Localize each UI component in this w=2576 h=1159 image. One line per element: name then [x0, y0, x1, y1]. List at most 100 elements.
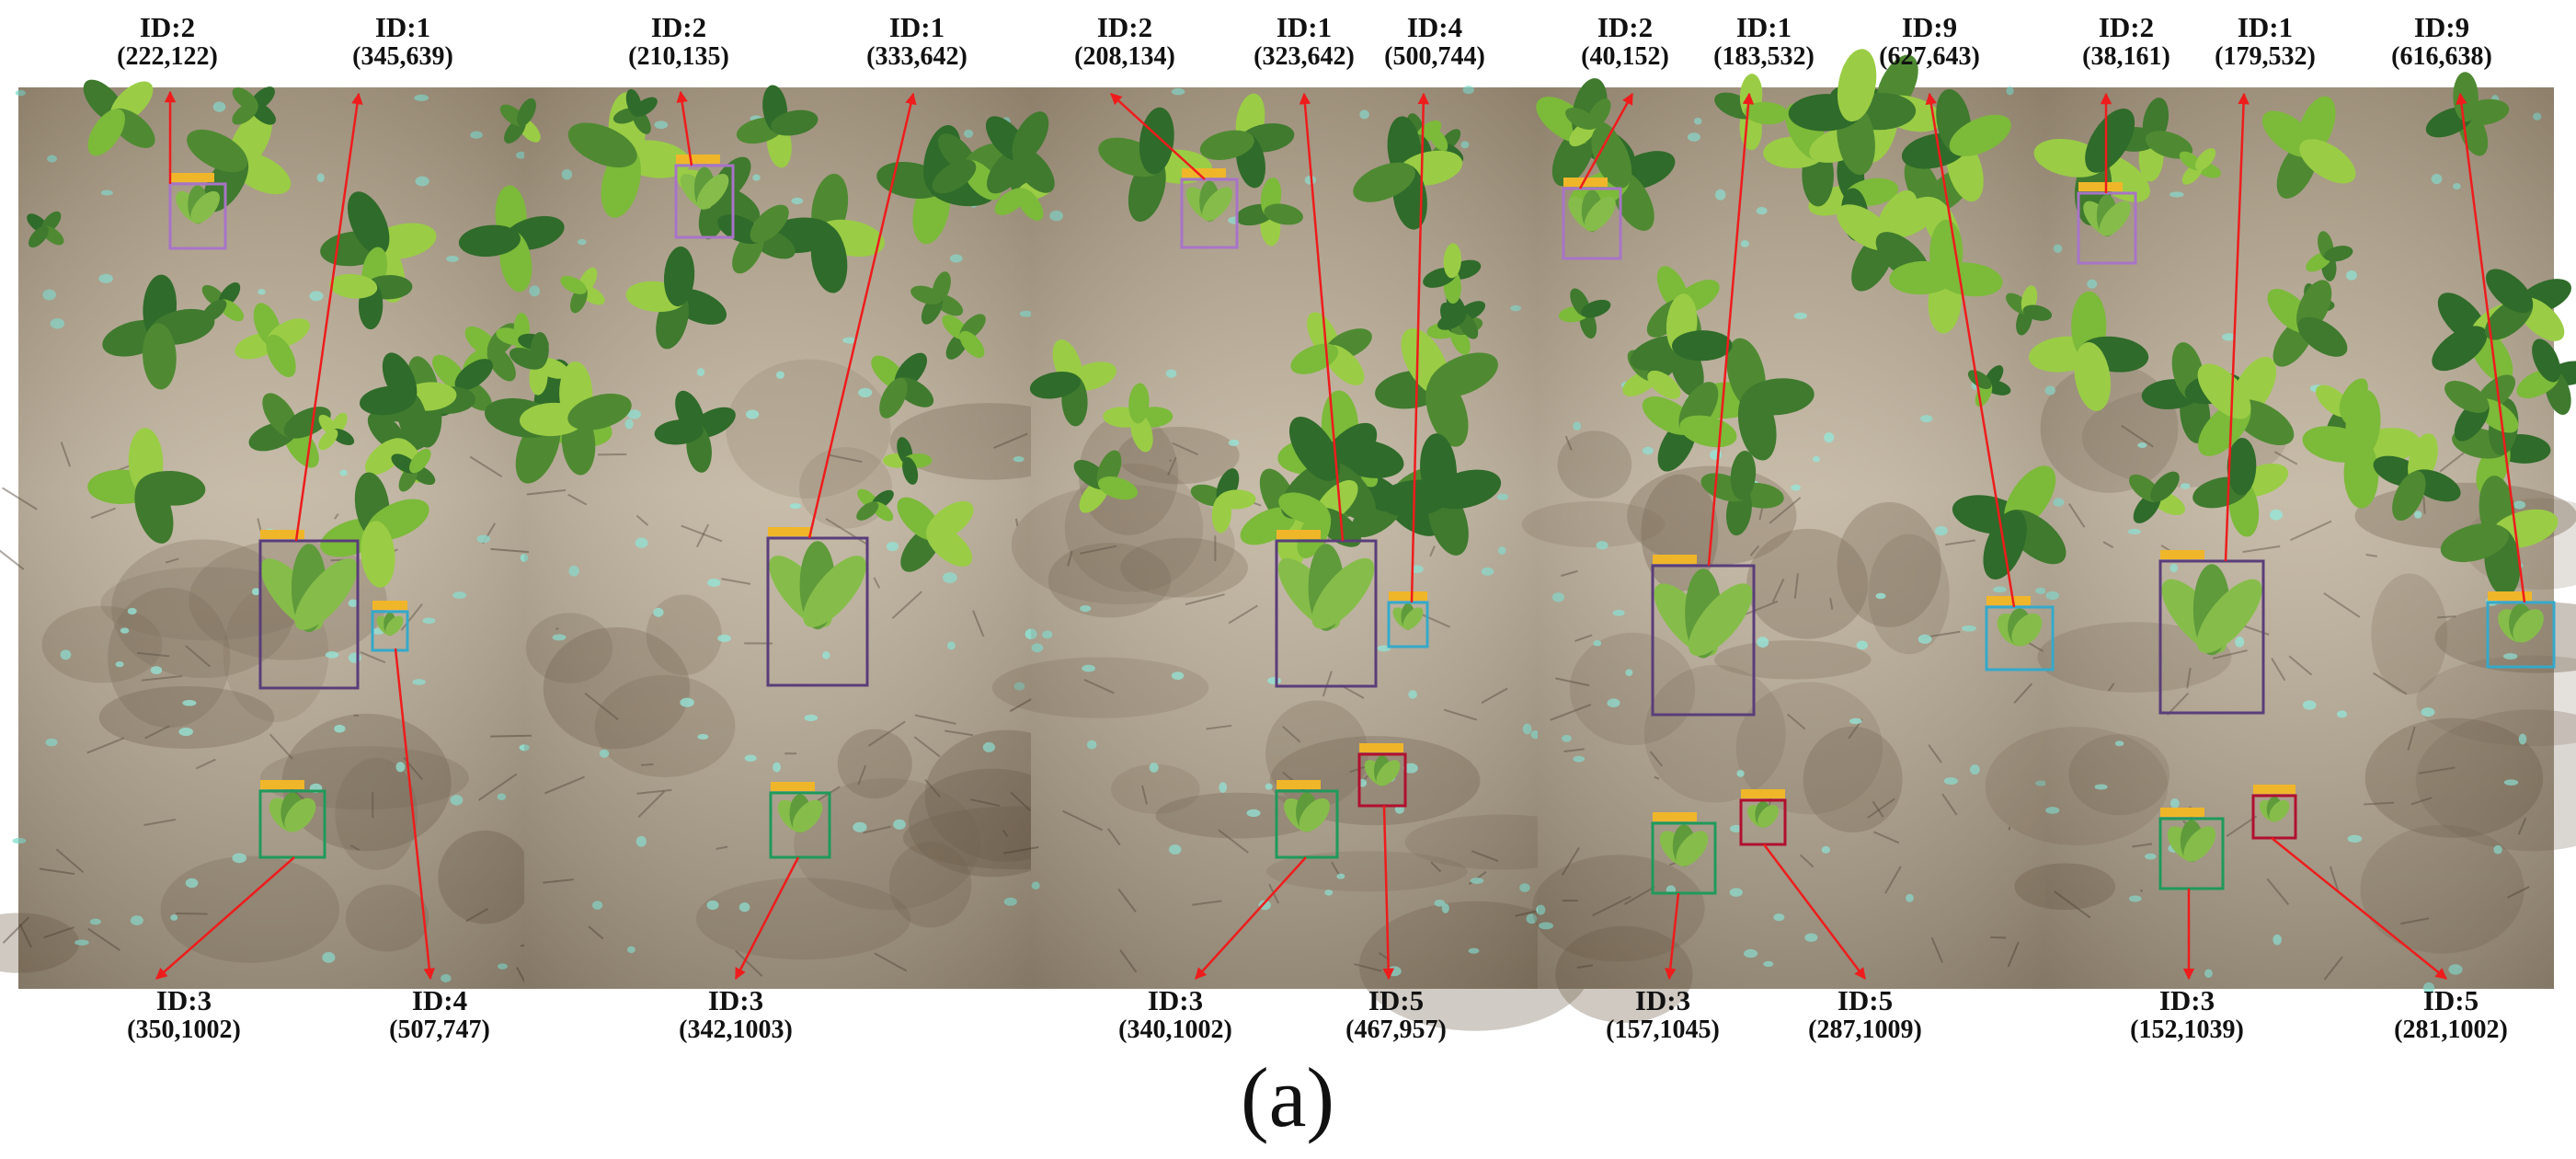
- leaf: [696, 173, 729, 210]
- detection-box: [2158, 817, 2225, 890]
- leaf-cluster: [509, 331, 569, 396]
- track-coordinate: (208,134): [1074, 41, 1175, 71]
- pointer-arrow: [676, 90, 693, 166]
- track-id: ID:1: [374, 11, 431, 43]
- leaf-cluster: [1378, 433, 1502, 556]
- leaf-cluster: [235, 303, 310, 378]
- leaf: [1591, 126, 1632, 189]
- track-id: ID:3: [155, 984, 212, 1016]
- pointer-arrow: [294, 92, 363, 542]
- panel-4-bottom-label-id5: ID:5 (287,1009): [1808, 984, 1922, 1042]
- detection-tag: [1389, 591, 1427, 601]
- leaf: [994, 188, 1027, 215]
- detection-tag: [768, 527, 812, 536]
- track-id: ID:4: [1406, 11, 1463, 43]
- leaf: [750, 204, 789, 243]
- leaf: [1288, 417, 1341, 481]
- leaf-cluster: [625, 247, 727, 350]
- leaf: [329, 273, 378, 299]
- leaf: [1402, 607, 1424, 630]
- leaf: [1425, 375, 1469, 447]
- leaf: [633, 97, 658, 117]
- leaf: [663, 247, 695, 307]
- leaf: [294, 558, 358, 630]
- leaf: [959, 330, 985, 359]
- leaf: [1584, 196, 1616, 232]
- leaf-cluster: [1073, 450, 1139, 513]
- leaf-cluster: [1375, 327, 1498, 447]
- leaf: [382, 352, 418, 406]
- detection-tag: [771, 782, 815, 791]
- leaf: [771, 109, 819, 136]
- leaf: [1689, 583, 1753, 657]
- pointer-arrow: [394, 648, 436, 981]
- vignette: [1538, 87, 2045, 989]
- track-coordinate: (183,532): [1713, 41, 1815, 71]
- leaf-cluster: [248, 393, 331, 468]
- leaf: [2099, 201, 2131, 236]
- leaf: [2227, 438, 2257, 496]
- leaf-cluster: [519, 361, 632, 476]
- detection-box: [168, 182, 227, 250]
- straw-strand: [490, 547, 530, 554]
- track-coordinate: (157,1045): [1606, 1015, 1720, 1044]
- track-id: ID:1: [1735, 11, 1792, 43]
- leaf-cluster: [1290, 312, 1372, 385]
- detection-box: [1739, 798, 1787, 846]
- pointer-arrow: [1707, 92, 1755, 567]
- leaf: [2195, 148, 2216, 171]
- pointer-arrow: [1195, 856, 1307, 980]
- pointer-arrow: [1925, 92, 2016, 608]
- seedling: [1747, 800, 1779, 828]
- straw-strand: [1009, 698, 1032, 713]
- leaf-cluster: [391, 448, 436, 492]
- track-id: ID:2: [2098, 11, 2155, 43]
- leaf: [266, 334, 296, 378]
- leaf-cluster: [1700, 451, 1784, 536]
- track-id: ID:5: [1837, 984, 1894, 1016]
- leaf-cluster: [2444, 374, 2519, 442]
- leaf: [187, 129, 248, 173]
- leaf: [2145, 131, 2193, 159]
- leaf-cluster: [1423, 243, 1482, 304]
- leaf: [2345, 389, 2381, 458]
- leaf: [517, 98, 536, 126]
- leaf: [284, 798, 316, 832]
- track-id: ID:3: [1634, 984, 1691, 1016]
- leaf: [2513, 609, 2544, 643]
- detection-tag: [1359, 743, 1403, 752]
- leaf: [2011, 613, 2043, 647]
- track-coordinate: (467,957): [1345, 1015, 1447, 1044]
- panel-1-top-label-id1: ID:1 (345,639): [352, 11, 453, 71]
- leaf-cluster: [2029, 291, 2149, 411]
- panel-3-bottom-label-id5: ID:5 (467,957): [1345, 984, 1447, 1044]
- leaf: [2269, 799, 2290, 822]
- detection-box: [1651, 821, 1717, 895]
- leaf: [932, 159, 977, 194]
- seedling: [2498, 603, 2544, 643]
- track-id: ID:5: [1368, 984, 1425, 1016]
- leaf: [1676, 831, 1709, 866]
- leaf: [530, 331, 549, 369]
- track-id: ID:5: [2422, 984, 2479, 1016]
- seedling: [260, 544, 358, 633]
- leaf: [1353, 162, 1415, 202]
- leaf: [87, 109, 125, 156]
- leaf-cluster: [360, 352, 457, 446]
- track-coordinate: (345,639): [352, 41, 453, 71]
- detection-box: [371, 610, 409, 652]
- panel-2-top-label-id2: ID:2 (210,135): [628, 12, 729, 69]
- leaf: [1376, 760, 1401, 786]
- track-id: ID:9: [2413, 11, 2470, 43]
- figure-caption: (a): [1240, 1050, 1335, 1144]
- leaf: [712, 187, 761, 224]
- leaf: [1586, 98, 1611, 130]
- track-coordinate: (500,744): [1384, 41, 1485, 71]
- track-coordinate: (333,642): [866, 41, 967, 71]
- leaf: [1199, 130, 1254, 161]
- seedling: [2259, 796, 2290, 822]
- detection-tag: [260, 780, 304, 789]
- leaf-cluster: [102, 274, 215, 390]
- leaf-cluster: [187, 110, 292, 212]
- leaf: [567, 122, 637, 168]
